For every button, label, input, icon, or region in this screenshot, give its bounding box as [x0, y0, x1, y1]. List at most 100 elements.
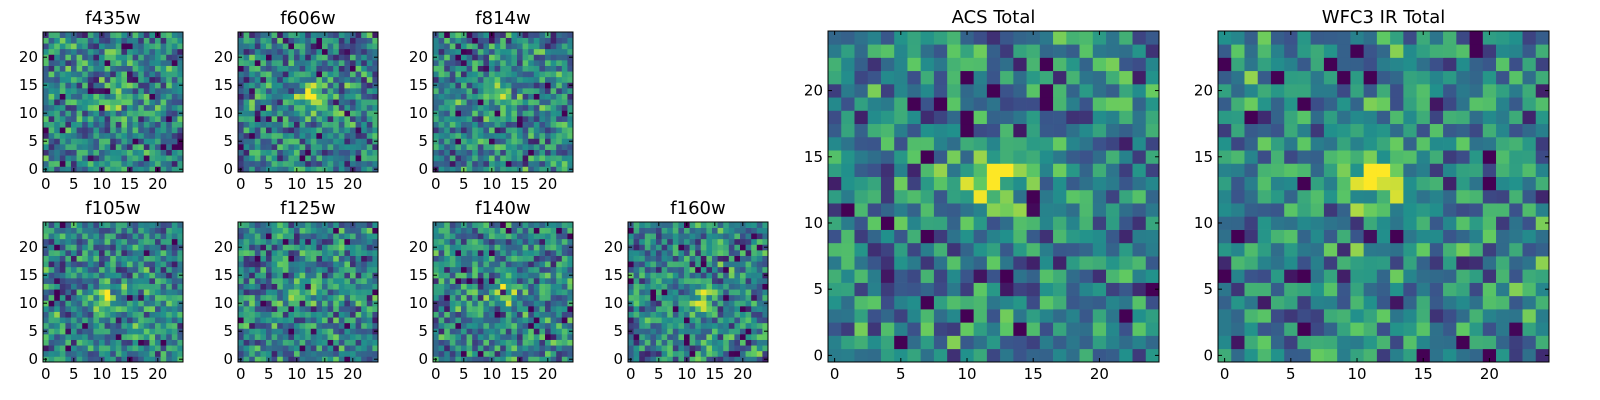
heatmap-cell [933, 189, 948, 204]
heatmap-cell [327, 166, 334, 173]
heatmap-cell [545, 255, 551, 262]
heatmap-cell [344, 110, 351, 117]
heatmap-cell [254, 48, 261, 55]
heatmap-cell [533, 227, 540, 234]
heatmap-cell [1079, 309, 1094, 323]
heatmap-cell [973, 203, 988, 217]
heatmap-cell [177, 121, 184, 128]
heatmap-cell [333, 82, 340, 89]
heatmap-cell [444, 283, 451, 290]
heatmap-cell [271, 155, 278, 162]
heatmap-cell [288, 138, 295, 145]
heatmap-cell [684, 233, 690, 240]
heatmap-cell [294, 37, 300, 44]
heatmap-cell [672, 261, 679, 268]
heatmap-cell [277, 328, 284, 335]
heatmap-cell [1145, 216, 1160, 230]
heatmap-cell [271, 93, 278, 100]
heatmap-cell [54, 99, 61, 106]
heatmap-cell [1145, 176, 1160, 191]
heatmap-cell [48, 300, 55, 307]
heatmap-cell [310, 238, 317, 245]
heatmap-cell [260, 350, 267, 357]
heatmap-cell [316, 93, 323, 100]
heatmap-cell [160, 65, 167, 72]
heatmap-cell [756, 300, 763, 307]
heatmap-cell [489, 350, 495, 357]
heatmap-cell [143, 261, 150, 268]
heatmap-cell [322, 227, 328, 234]
heatmap-cell [132, 306, 139, 312]
heatmap-cell [533, 149, 540, 156]
heatmap-cell [82, 149, 89, 156]
heatmap-cell [455, 339, 462, 346]
heatmap-cell [561, 238, 568, 245]
heatmap-cell [249, 116, 256, 122]
heatmap-cell [132, 37, 139, 44]
heatmap-cell [455, 283, 462, 290]
heatmap-cell [672, 289, 679, 296]
heatmap-cell [71, 322, 77, 329]
heatmap-cell [316, 121, 323, 128]
heatmap-cell [556, 255, 563, 262]
heatmap-cell [762, 255, 769, 262]
heatmap-cell [1026, 163, 1041, 177]
heatmap-cell [973, 282, 988, 297]
heatmap-cell [539, 54, 546, 61]
heatmap-cell [350, 76, 356, 83]
y-tick-label: 20 [409, 48, 428, 66]
heatmap-cell [528, 328, 535, 335]
heatmap-cell [661, 311, 668, 318]
heatmap-cell [505, 306, 512, 312]
heatmap-cell [121, 82, 128, 89]
heatmap-cell [372, 116, 379, 122]
heatmap-cell [466, 328, 473, 335]
heatmap-cell [238, 93, 244, 100]
heatmap-cell [282, 278, 289, 284]
heatmap-cell [438, 116, 445, 122]
heatmap-cell [433, 250, 439, 256]
heatmap-cell [254, 250, 261, 256]
plot-frame [432, 221, 574, 363]
heatmap-cell [455, 82, 462, 89]
heatmap-cell [254, 110, 261, 117]
heatmap-cell [87, 289, 94, 296]
heatmap-cell [461, 272, 467, 279]
heatmap-cell [477, 339, 484, 346]
heatmap-cell [160, 132, 167, 139]
heatmap-cell [127, 255, 133, 262]
heatmap-cell [1066, 176, 1080, 191]
heatmap-cell [277, 60, 284, 66]
heatmap-cell [277, 48, 284, 55]
heatmap-cell [59, 149, 66, 156]
x-tick-label: 0 [41, 175, 51, 193]
heatmap-cell [305, 334, 312, 340]
heatmap-cell [171, 160, 178, 167]
heatmap-cell [960, 216, 974, 230]
heatmap-cell [310, 306, 317, 312]
heatmap-cell [277, 144, 284, 150]
heatmap-cell [138, 76, 145, 83]
heatmap-cell [310, 317, 317, 324]
heatmap-cell [1013, 309, 1027, 323]
heatmap-cell [87, 227, 94, 234]
heatmap-cell [149, 222, 156, 228]
heatmap-cell [166, 166, 173, 173]
heatmap-cell [728, 300, 735, 307]
heatmap-cell [138, 238, 145, 245]
heatmap-cell [238, 116, 244, 122]
heatmap-cell [734, 250, 741, 256]
heatmap-cell [132, 300, 139, 307]
heatmap-cell [282, 132, 289, 139]
heatmap-cell [672, 244, 679, 251]
heatmap-cell [1132, 229, 1147, 244]
heatmap-cell [489, 149, 495, 156]
heatmap-cell [455, 155, 462, 162]
heatmap-cell [650, 250, 657, 256]
heatmap-cell [266, 244, 272, 251]
heatmap-cell [160, 76, 167, 83]
heatmap-cell [1039, 242, 1054, 257]
heatmap-cell [933, 256, 948, 270]
heatmap-cell [121, 149, 128, 156]
heatmap-cell [372, 227, 379, 234]
